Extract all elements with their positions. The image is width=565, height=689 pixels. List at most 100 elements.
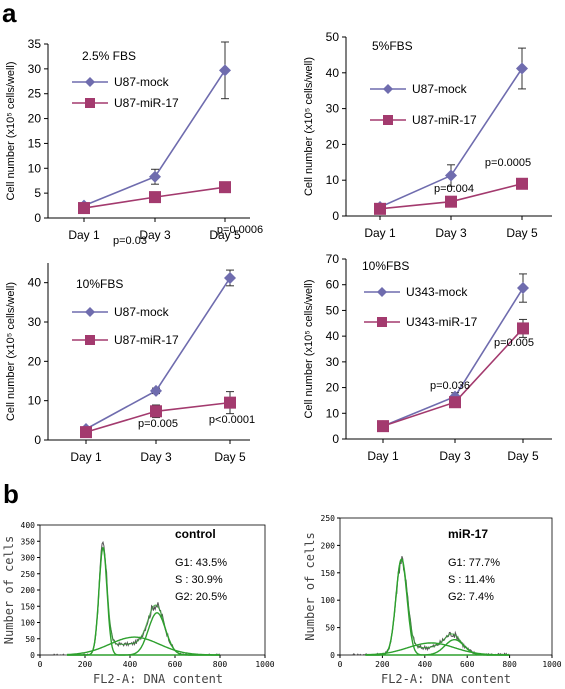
y-tick-label: 50 <box>25 635 35 644</box>
p-value-label: p=0.005 <box>494 337 534 349</box>
y-tick-label: 150 <box>321 569 336 578</box>
x-tick-label: Day 3 <box>139 228 171 242</box>
x-axis-label: FL2-A: DNA content <box>93 672 223 686</box>
data-point <box>219 64 231 77</box>
y-tick-label: 10 <box>28 394 42 408</box>
series-mock: U87-mock <box>370 47 528 214</box>
p-value-label: p=0.004 <box>434 183 474 195</box>
data-point <box>449 396 461 409</box>
x-tick-label: 0 <box>338 660 343 669</box>
x-tick-label: Day 1 <box>68 228 100 242</box>
y-tick-label: 30 <box>28 315 42 329</box>
x-tick-label: Day 1 <box>367 449 399 463</box>
y-tick-label: 20 <box>326 137 340 151</box>
p-value-label: p=0.0006 <box>217 224 263 236</box>
growth-chart: 0 5 10 15 20 25 30 35 Day 1 Day 3 Day 5 Cell number… <box>5 37 263 247</box>
x-tick-label: 1000 <box>542 660 561 669</box>
y-axis-label: Cell number (x10⁵ cells/well) <box>5 61 17 200</box>
legend-label: U87-miR-17 <box>114 333 179 347</box>
y-tick-label: 10 <box>326 173 340 187</box>
cell-cycle-stat: G2: 20.5% <box>175 591 227 603</box>
plot-frame <box>339 517 553 656</box>
condition-label: 2.5% FBS <box>82 49 136 63</box>
growth-chart: 0 10 20 30 40 Day 1 Day 3 Day 5 Cell number (x10… <box>5 263 255 464</box>
data-point <box>374 202 386 215</box>
y-axis-label: Cell number (x10⁵ cells/well) <box>303 279 315 418</box>
condition-label: 5%FBS <box>372 39 413 53</box>
x-tick-label: Day 5 <box>214 450 246 464</box>
y-tick-label: 250 <box>21 570 36 579</box>
cell-cycle-stat: G2: 7.4% <box>448 591 494 603</box>
data-point <box>78 202 90 215</box>
legend-marker <box>85 77 95 87</box>
legend-label: U87-miR-17 <box>412 113 477 127</box>
cell-cycle-stat: G1: 77.7% <box>448 557 500 569</box>
series-mir17: U87-miR-17 <box>72 333 236 439</box>
data-point <box>149 170 161 183</box>
legend-marker <box>85 98 95 108</box>
series-mir17: U87-miR-17 <box>370 113 528 215</box>
y-tick-label: 100 <box>21 619 36 628</box>
legend-label: U87-mock <box>114 75 170 89</box>
p-value-label: p=0.005 <box>138 418 178 430</box>
histogram-trace <box>352 556 510 657</box>
cell-cycle-histograms: 0 50 100 150 200 250 300 350 400 0 200 400 600 800 100… <box>2 514 562 686</box>
y-axis-label: Number of cells <box>2 536 16 644</box>
y-tick-label: 50 <box>326 30 340 44</box>
growth-chart: 0 10 20 30 40 50 Day 1 Day 3 Day 5 Cell number (x… <box>303 30 552 240</box>
x-tick-label: Day 5 <box>506 226 538 240</box>
y-tick-label: 10 <box>326 406 340 420</box>
p-value-label: p=0.0005 <box>485 157 531 169</box>
histogram-title: miR-17 <box>448 527 488 541</box>
y-tick-label: 10 <box>28 161 42 175</box>
data-point <box>445 195 457 208</box>
s-phase-fit-curve <box>66 636 220 656</box>
plot-frame <box>39 524 266 656</box>
legend-marker <box>377 287 387 297</box>
p-value-label: p<0.0001 <box>209 414 255 426</box>
y-tick-label: 20 <box>28 354 42 368</box>
y-tick-label: 15 <box>28 136 42 150</box>
legend-label: U343-mock <box>406 285 468 299</box>
data-point <box>150 384 162 397</box>
y-tick-label: 30 <box>326 355 340 369</box>
y-tick-label: 25 <box>28 87 42 101</box>
x-tick-label: 800 <box>213 660 228 669</box>
cell-cycle-stat: G1: 43.5% <box>175 557 227 569</box>
x-tick-label: Day 1 <box>70 450 102 464</box>
x-tick-label: Day 3 <box>439 449 471 463</box>
legend-marker <box>85 335 95 345</box>
histogram-chart: 0 50 100 150 200 250 300 350 400 0 200 400 600 800 100… <box>2 521 275 686</box>
histogram-title: control <box>175 527 216 541</box>
x-tick-label: 400 <box>123 660 138 669</box>
x-tick-label: 200 <box>375 660 390 669</box>
data-point <box>516 62 528 75</box>
series-mir17: U87-miR-17 <box>72 96 231 215</box>
histogram-chart: 0 50 100 150 200 250 0 200 400 600 800 1000 FL2-A: D… <box>303 514 562 686</box>
x-tick-label: 1000 <box>255 660 274 669</box>
x-tick-label: 400 <box>418 660 433 669</box>
data-point <box>149 191 161 204</box>
data-point <box>377 420 389 433</box>
y-tick-label: 400 <box>21 521 36 530</box>
legend-marker <box>383 115 393 125</box>
x-tick-label: 0 <box>38 660 43 669</box>
y-tick-label: 0 <box>34 211 41 225</box>
legend-marker <box>377 317 387 327</box>
y-tick-label: 40 <box>326 66 340 80</box>
series-line <box>83 69 226 207</box>
y-axis-label: Number of cells <box>303 532 317 640</box>
y-tick-label: 20 <box>326 381 340 395</box>
data-point <box>219 181 231 194</box>
legend-label: U343-miR-17 <box>406 315 478 329</box>
y-tick-label: 0 <box>332 209 339 223</box>
y-tick-label: 0 <box>332 432 339 446</box>
y-tick-label: 40 <box>326 329 340 343</box>
data-point <box>224 396 236 409</box>
x-tick-label: Day 3 <box>435 226 467 240</box>
y-axis-label: Cell number (x10⁵ cells/well) <box>303 57 315 196</box>
y-tick-label: 50 <box>326 303 340 317</box>
growth-chart: 0 10 20 30 40 50 60 70 Day 1 Day 3 Day 5 Cell numbe… <box>303 252 552 463</box>
y-tick-label: 20 <box>28 112 42 126</box>
x-tick-label: 200 <box>78 660 93 669</box>
